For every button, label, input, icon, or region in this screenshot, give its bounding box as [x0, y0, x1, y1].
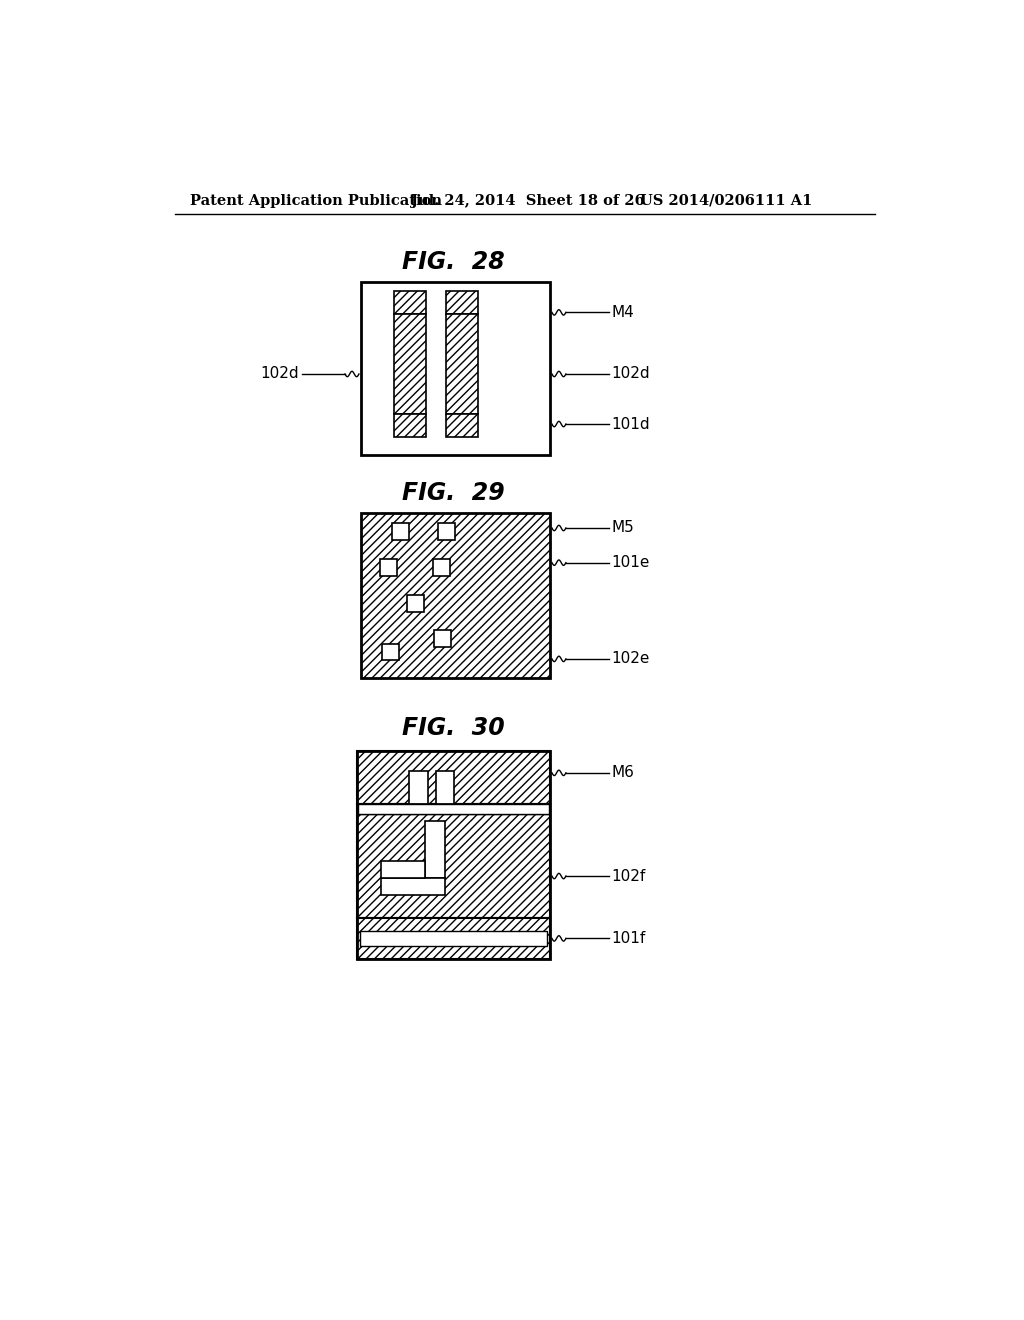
Bar — [394, 414, 426, 437]
Text: 102d: 102d — [261, 367, 299, 381]
Text: M6: M6 — [611, 766, 635, 780]
Bar — [382, 644, 399, 660]
Bar — [360, 281, 550, 455]
Text: Patent Application Publication: Patent Application Publication — [190, 194, 442, 207]
Text: FIG.  28: FIG. 28 — [402, 251, 505, 275]
Bar — [445, 314, 478, 414]
Bar — [380, 558, 397, 576]
Bar — [425, 821, 445, 878]
Text: 101e: 101e — [611, 556, 650, 570]
Text: 101d: 101d — [611, 417, 650, 432]
Text: Jul. 24, 2014  Sheet 18 of 26: Jul. 24, 2014 Sheet 18 of 26 — [411, 194, 645, 207]
Text: FIG.  30: FIG. 30 — [402, 717, 505, 741]
Bar — [432, 558, 450, 576]
Text: 102e: 102e — [611, 651, 650, 667]
Bar — [356, 751, 550, 804]
Text: US 2014/0206111 A1: US 2014/0206111 A1 — [640, 194, 812, 207]
Bar — [434, 631, 452, 647]
Text: M4: M4 — [611, 305, 634, 319]
Bar — [381, 878, 445, 895]
Bar — [356, 804, 550, 917]
Bar — [438, 523, 455, 540]
Bar — [360, 512, 550, 678]
Bar — [358, 804, 549, 814]
Bar — [410, 771, 428, 804]
Bar — [356, 751, 550, 960]
Bar — [445, 290, 478, 314]
Text: M5: M5 — [611, 520, 634, 536]
Bar — [356, 917, 550, 960]
Text: 101f: 101f — [611, 931, 646, 946]
Bar — [359, 931, 547, 946]
Bar — [394, 314, 426, 414]
Text: 102f: 102f — [611, 869, 646, 883]
Bar — [381, 862, 425, 878]
Bar — [394, 290, 426, 314]
Bar — [445, 414, 478, 437]
Bar — [391, 523, 409, 540]
Bar — [407, 595, 424, 612]
Bar — [358, 804, 549, 814]
Bar — [435, 771, 455, 804]
Text: 102d: 102d — [611, 367, 650, 381]
Text: FIG.  29: FIG. 29 — [402, 482, 505, 506]
